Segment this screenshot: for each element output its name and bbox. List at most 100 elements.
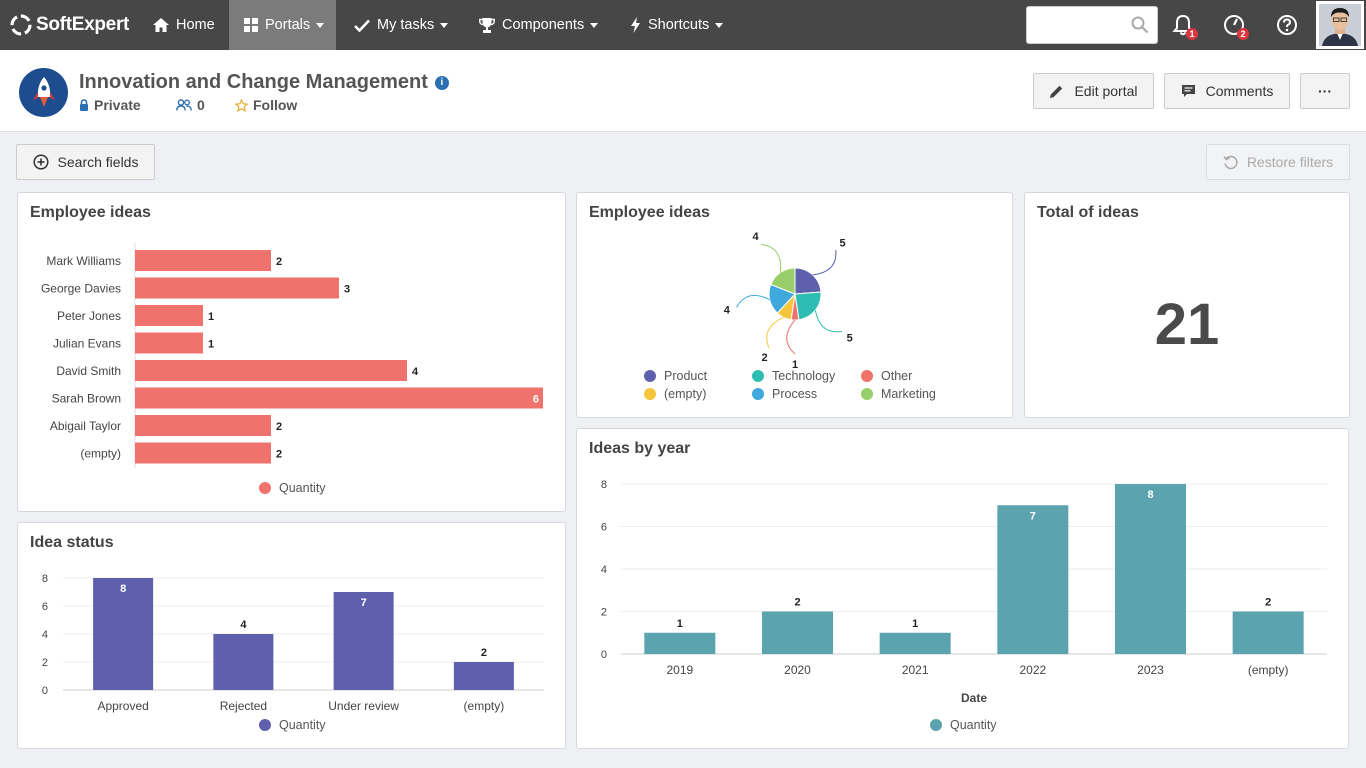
more-options-button[interactable]: ··· bbox=[1300, 73, 1350, 109]
global-search bbox=[1026, 6, 1158, 44]
privacy-indicator[interactable]: Private bbox=[79, 97, 141, 113]
bar bbox=[135, 387, 543, 409]
leader-line bbox=[812, 249, 837, 276]
x-tick-label: (empty) bbox=[1248, 663, 1289, 677]
x-tick-label: 2019 bbox=[666, 663, 693, 677]
lightning-icon bbox=[630, 17, 641, 33]
bar bbox=[879, 632, 951, 654]
legend-label: Quantity bbox=[279, 481, 326, 495]
edit-portal-button[interactable]: Edit portal bbox=[1033, 73, 1154, 109]
legend-process[interactable]: Process bbox=[752, 387, 817, 401]
data-label: 2 bbox=[762, 352, 768, 364]
info-icon[interactable]: i bbox=[434, 75, 449, 90]
legend-technology[interactable]: Technology bbox=[752, 369, 835, 383]
leader-line bbox=[786, 319, 796, 355]
bar bbox=[1115, 484, 1186, 654]
more-options-label: ··· bbox=[1318, 83, 1332, 99]
ideas-by-year-panel: Ideas by year 0 2 4 6 8 1 2019 2 2020 1 2021 7 2022 8… bbox=[576, 428, 1349, 749]
nav-shortcuts[interactable]: Shortcuts bbox=[630, 0, 724, 50]
nav-home-label: Home bbox=[176, 17, 215, 33]
employee-ideas-bar-chart: Mark Williams 2 George Davies 3 Peter Jones 1… bbox=[41, 243, 543, 468]
category-label: David Smith bbox=[56, 364, 121, 378]
chart-legend[interactable]: Quantity bbox=[259, 718, 326, 732]
portal-header: Innovation and Change Management i Priva… bbox=[0, 50, 1366, 132]
page-title: Innovation and Change Management i bbox=[79, 71, 449, 94]
legend-label: Quantity bbox=[279, 718, 326, 732]
users-icon bbox=[176, 99, 192, 111]
data-label: 2 bbox=[276, 256, 282, 268]
leader-line bbox=[736, 294, 770, 308]
plus-circle-icon bbox=[32, 154, 49, 170]
nav-components[interactable]: Components bbox=[479, 0, 599, 50]
star-icon bbox=[235, 98, 248, 112]
follow-button[interactable]: Follow bbox=[235, 97, 297, 113]
nav-portals[interactable]: Portals bbox=[229, 0, 336, 50]
legend-swatch bbox=[259, 719, 271, 731]
legend-product[interactable]: Product bbox=[644, 369, 707, 383]
category-label: Peter Jones bbox=[57, 309, 121, 323]
bar bbox=[762, 611, 833, 654]
nav-portals-label: Portals bbox=[265, 17, 311, 33]
comments-button[interactable]: Comments bbox=[1164, 73, 1290, 109]
notification-badge: 1 bbox=[1186, 28, 1198, 40]
help-icon bbox=[1277, 15, 1297, 35]
user-avatar[interactable] bbox=[1316, 1, 1364, 49]
x-tick-label: 2020 bbox=[784, 663, 811, 677]
ideas-by-year-bar-chart: 0 2 4 6 8 1 2019 2 2020 1 2021 7 2022 8 2023 2 (empty) Da… bbox=[601, 479, 1327, 705]
trophy-icon bbox=[479, 17, 495, 33]
privacy-label: Private bbox=[94, 97, 141, 113]
tasks-indicator-button[interactable]: 2 bbox=[1221, 12, 1249, 40]
x-tick-label: Approved bbox=[97, 699, 148, 713]
legend-swatch bbox=[259, 482, 271, 494]
category-label: (empty) bbox=[80, 447, 121, 461]
chart-legend[interactable]: Quantity bbox=[930, 718, 997, 732]
rocket-icon bbox=[32, 76, 55, 107]
data-label: 2 bbox=[276, 421, 282, 433]
refresh-icon bbox=[1223, 155, 1238, 170]
data-label: 1 bbox=[792, 359, 798, 371]
search-fields-button[interactable]: Search fields bbox=[16, 144, 155, 180]
help-button[interactable] bbox=[1274, 12, 1300, 38]
panel-title: Idea status bbox=[30, 534, 114, 551]
legend-other[interactable]: Other bbox=[861, 369, 912, 383]
bar bbox=[135, 442, 271, 464]
gauge-icon bbox=[1224, 15, 1244, 35]
notifications-button[interactable]: 1 bbox=[1170, 12, 1198, 40]
search-input[interactable] bbox=[1035, 7, 1135, 43]
members-indicator[interactable]: 0 bbox=[176, 97, 205, 113]
softexpert-logo-icon bbox=[10, 14, 32, 36]
nav-my-tasks[interactable]: My tasks bbox=[354, 0, 449, 50]
restore-filters-label: Restore filters bbox=[1246, 154, 1334, 170]
members-count: 0 bbox=[197, 97, 205, 113]
x-tick-label: 2021 bbox=[902, 663, 929, 677]
legend-label: (empty) bbox=[664, 387, 707, 401]
bar bbox=[1232, 611, 1304, 654]
data-label: 7 bbox=[361, 597, 367, 609]
softexpert-logo[interactable]: SoftExpert bbox=[10, 12, 129, 38]
x-tick-label: 2022 bbox=[1019, 663, 1046, 677]
legend-label: Quantity bbox=[950, 718, 997, 732]
leader-line bbox=[814, 310, 842, 333]
employee-ideas-bar-panel: Employee ideas Mark Williams 2 George Davi… bbox=[17, 192, 566, 512]
panel-title: Employee ideas bbox=[589, 204, 710, 221]
bar bbox=[135, 250, 271, 271]
pie-slice bbox=[770, 267, 796, 295]
x-tick-label: 2023 bbox=[1137, 663, 1164, 677]
data-label: 4 bbox=[240, 619, 247, 631]
bar bbox=[135, 360, 407, 381]
x-tick-label: Rejected bbox=[220, 699, 267, 713]
legend-swatch bbox=[752, 370, 764, 382]
y-tick-label: 0 bbox=[601, 649, 607, 661]
chart-legend[interactable]: Quantity bbox=[259, 481, 326, 495]
restore-filters-button[interactable]: Restore filters bbox=[1206, 144, 1350, 180]
nav-home[interactable]: Home bbox=[143, 0, 225, 50]
legend-empty[interactable]: (empty) bbox=[644, 387, 706, 401]
y-tick-label: 4 bbox=[42, 629, 48, 641]
portal-logo bbox=[19, 68, 68, 117]
search-icon[interactable] bbox=[1131, 16, 1149, 39]
task-badge: 2 bbox=[1237, 28, 1249, 40]
leader-line bbox=[761, 243, 782, 273]
legend-marketing[interactable]: Marketing bbox=[861, 387, 936, 401]
y-tick-label: 2 bbox=[42, 657, 48, 669]
nav-my-tasks-label: My tasks bbox=[377, 17, 435, 33]
